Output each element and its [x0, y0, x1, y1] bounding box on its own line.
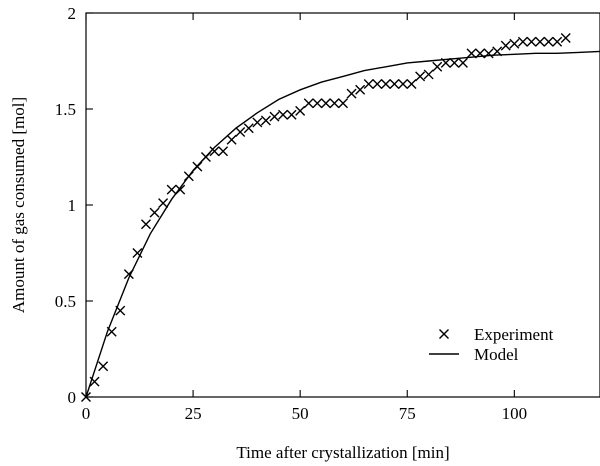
experiment-point	[329, 98, 340, 109]
experiment-point	[406, 79, 417, 90]
experiment-point	[492, 46, 503, 57]
experiment-point	[363, 79, 374, 90]
experiment-point	[312, 98, 323, 109]
y-tick-label: 0	[68, 388, 77, 407]
y-tick-label: 1	[68, 196, 77, 215]
experiment-point	[338, 98, 348, 109]
model-curve	[85, 50, 600, 398]
experiment-point	[269, 111, 280, 122]
experiment-point	[355, 84, 366, 95]
experiment-layer	[81, 32, 571, 402]
experiment-point	[389, 79, 400, 90]
experiment-point	[140, 219, 151, 230]
experiment-point	[123, 269, 134, 280]
experiment-point	[440, 57, 451, 68]
experiment-point	[89, 376, 100, 387]
experiment-point	[81, 392, 91, 402]
experiment-point	[235, 127, 246, 138]
experiment-point	[380, 79, 391, 90]
experiment-point	[106, 326, 117, 337]
legend: Experiment Model	[429, 325, 554, 364]
experiment-point	[526, 36, 537, 47]
experiment-point	[509, 38, 520, 49]
experiment-point	[517, 36, 528, 47]
x-axis-title: Time after crystallization [min]	[236, 443, 449, 462]
x-tick-label: 75	[399, 404, 416, 423]
experiment-point	[149, 207, 160, 218]
y-tick-label: 2	[68, 4, 77, 23]
experiment-point	[543, 36, 554, 47]
experiment-point	[560, 32, 571, 43]
experiment-point	[346, 88, 357, 99]
x-tick-label: 0	[82, 404, 91, 423]
experiment-point	[303, 98, 314, 109]
experiment-point	[209, 146, 220, 157]
legend-experiment-marker	[439, 329, 449, 339]
experiment-point	[320, 98, 331, 109]
experiment-point	[132, 248, 143, 258]
experiment-point	[286, 109, 297, 120]
experiment-point	[183, 171, 194, 182]
legend-experiment-label: Experiment	[474, 325, 554, 344]
experiment-point	[535, 36, 546, 47]
experiment-point	[475, 48, 486, 59]
x-tick-label: 25	[185, 404, 202, 423]
model-layer	[85, 50, 600, 398]
x-tick-label: 100	[502, 404, 528, 423]
y-tick-label: 1.5	[55, 100, 76, 119]
experiment-point	[397, 79, 408, 90]
experiment-point	[192, 161, 203, 172]
experiment-point	[115, 305, 126, 316]
experiment-point	[175, 184, 186, 195]
legend-x-marker	[439, 329, 449, 339]
legend-model-label: Model	[474, 345, 519, 364]
experiment-point	[483, 48, 494, 59]
experiment-point	[218, 146, 229, 157]
x-tick-label: 50	[292, 404, 309, 423]
experiment-point	[226, 134, 237, 145]
experiment-point	[552, 36, 563, 47]
y-axis-title: Amount of gas consumed [mol]	[9, 97, 28, 313]
experiment-point	[432, 61, 443, 72]
experiment-point	[243, 123, 254, 134]
experiment-point	[372, 79, 383, 90]
experiment-point	[415, 71, 426, 82]
experiment-point	[457, 57, 468, 68]
experiment-point	[260, 115, 271, 126]
experiment-point	[200, 152, 211, 162]
experiment-point	[166, 184, 177, 195]
axis-ticks: 0 25 50 75 100 0 0.5 1 1.5 2	[55, 4, 527, 423]
experiment-point	[158, 198, 169, 209]
experiment-point	[500, 40, 511, 51]
experiment-point	[449, 57, 460, 68]
y-tick-label: 0.5	[55, 292, 76, 311]
experiment-point	[252, 117, 263, 128]
experiment-point	[98, 361, 109, 372]
experiment-point	[295, 105, 306, 116]
experiment-point	[278, 109, 289, 120]
experiment-point	[466, 48, 477, 59]
experiment-point	[423, 69, 434, 80]
